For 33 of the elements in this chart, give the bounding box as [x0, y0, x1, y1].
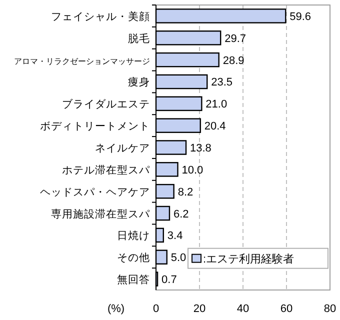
y-tick-label: 専用施設滞在型スパ — [51, 207, 151, 220]
text: 10.0 — [182, 164, 204, 176]
text: 13.8 — [190, 142, 212, 154]
text: 0.7 — [162, 274, 177, 286]
x-tick-label: 60 — [280, 303, 293, 315]
legend-label: :エステ利用経験者 — [203, 252, 294, 266]
x-tick-label: 40 — [236, 303, 250, 315]
text: 20.4 — [204, 120, 226, 133]
y-tick-label: その他 — [117, 252, 150, 264]
x-tick-label: 20 — [193, 303, 206, 315]
y-tick-label: 脱毛 — [128, 32, 150, 45]
y-tick-label: アロマ・リラクゼーションマッサージ — [14, 56, 150, 66]
x-axis-title: (%) — [107, 303, 125, 315]
text: 29.7 — [224, 32, 246, 45]
y-tick-label: 痩身 — [128, 76, 150, 89]
text: 23.5 — [211, 76, 233, 89]
text: 21.0 — [206, 98, 228, 111]
y-tick-label: ブライダルエステ — [62, 98, 150, 111]
y-tick-label: ボディトリートメント — [40, 120, 150, 133]
y-tick-label: 無回答 — [117, 274, 150, 286]
text: 8.2 — [178, 186, 194, 198]
y-tick-label: ヘッドスパ・ヘアケア — [40, 186, 150, 198]
y-tick-label: ネイルケア — [95, 142, 150, 154]
y-tick-label: 日焼け — [117, 230, 150, 242]
text: 6.2 — [173, 208, 189, 220]
text: 28.9 — [222, 54, 244, 67]
text: 59.6 — [290, 10, 312, 23]
y-tick-label: ホテル滞在型スパ — [62, 163, 151, 176]
text: 5.0 — [170, 252, 186, 264]
text: 3.4 — [167, 230, 183, 242]
x-tick-label: 80 — [324, 303, 336, 315]
y-tick-label: フェイシャル・美顔 — [51, 10, 150, 23]
x-tick-label: 0 — [152, 303, 160, 315]
